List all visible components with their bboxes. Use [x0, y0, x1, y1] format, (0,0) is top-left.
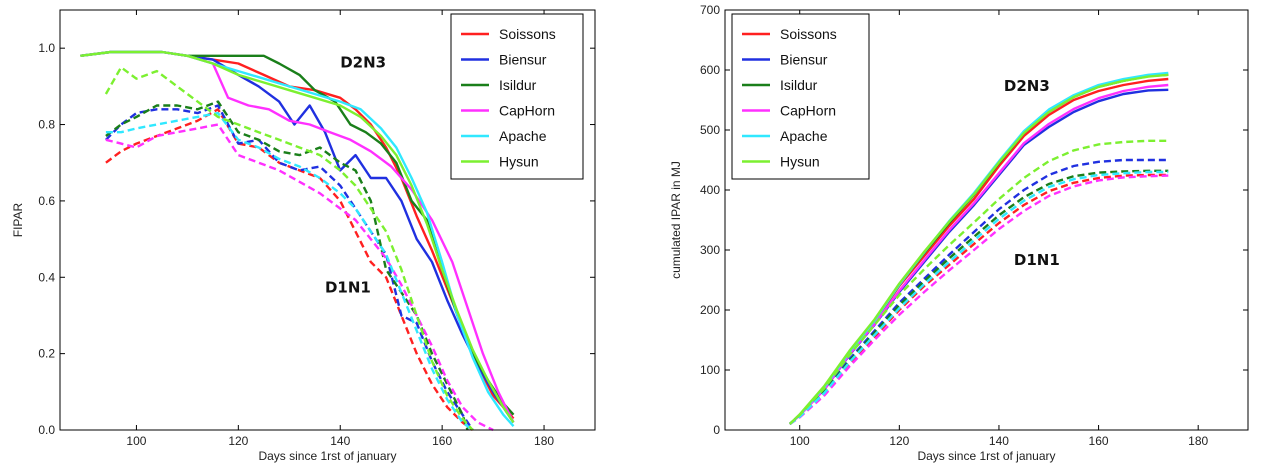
y-tick-label: 700: [700, 3, 720, 17]
legend-box: [450, 13, 584, 180]
legend: Soissons Biensur Isildur CapHorn Apache Hysun: [450, 13, 584, 180]
y-tick-label: 100: [700, 363, 720, 377]
series-line-biensur-d1n1: [105, 104, 474, 431]
legend-box: [731, 13, 870, 180]
y-tick-label: 200: [700, 303, 720, 317]
legend-label-isildur: Isildur: [499, 77, 537, 93]
x-tick-label: 120: [889, 434, 909, 448]
legend-label-caphorn: CapHorn: [780, 103, 836, 119]
y-tick-label: 0.2: [38, 347, 55, 361]
y-tick-label: 400: [700, 183, 720, 197]
x-tick-label: 140: [989, 434, 1009, 448]
series-line-apache-d1n1: [105, 111, 474, 431]
x-axis-label: Days since 1rst of january: [258, 449, 396, 463]
series-line-hysun: [788, 73, 1169, 425]
x-tick-label: 160: [432, 434, 452, 448]
y-tick-label: 1.0: [38, 41, 55, 55]
legend-label-hysun: Hysun: [780, 154, 820, 170]
x-tick-label: 180: [1188, 434, 1208, 448]
series-line-isildur: [80, 50, 515, 416]
y-tick-label: 0.6: [38, 194, 55, 208]
series-line-caphorn-d1n1: [105, 123, 494, 432]
series-line-soissons-d1n1: [789, 173, 1169, 425]
series-line-biensur-d1n1: [789, 158, 1169, 425]
series-line-biensur: [80, 50, 515, 424]
x-tick-label: 100: [126, 434, 146, 448]
y-tick-label: 0.8: [38, 118, 55, 132]
axes-frame: [724, 9, 1249, 431]
series-line-soissons: [80, 50, 515, 420]
chart-panel-2: 100 120 140 160 180 0 100 200 300 400 500 600 700 Day…: [669, 3, 1249, 463]
y-axis-label: FIPAR: [11, 202, 25, 237]
x-tick-label: 100: [790, 434, 810, 448]
chart-panel-1: 100 120 140 160 180 0.0 0.2 0.4 0.6 0.8 1.0 Days si…: [11, 9, 596, 463]
legend: Soissons Biensur Isildur CapHorn Apache Hysun: [731, 13, 870, 180]
legend-label-apache: Apache: [780, 128, 828, 144]
y-tick-label: 0: [713, 423, 720, 437]
annotation-d2n3: D2N3: [340, 53, 386, 71]
annotation-d1n1: D1N1: [325, 279, 371, 297]
series-line-apache-d1n1: [789, 170, 1169, 425]
series-line-isildur-d1n1: [105, 100, 469, 431]
annotation-d2n3: D2N3: [1004, 77, 1050, 95]
series-line-caphorn-d1n1: [789, 174, 1169, 425]
y-tick-label: 500: [700, 123, 720, 137]
x-tick-label: 120: [228, 434, 248, 448]
axes-frame: [59, 9, 596, 431]
legend-label-caphorn: CapHorn: [499, 103, 555, 119]
y-tick-label: 0.0: [38, 423, 55, 437]
x-tick-label: 140: [330, 434, 350, 448]
legend-label-soissons: Soissons: [499, 26, 556, 42]
x-tick-label: 160: [1089, 434, 1109, 448]
legend-label-isildur: Isildur: [780, 77, 818, 93]
annotation-d1n1: D1N1: [1014, 251, 1060, 269]
series-line-caphorn: [80, 50, 515, 423]
series-line-apache: [80, 50, 515, 427]
series-line-soissons-d1n1: [105, 108, 474, 431]
series-line-hysun-d1n1: [104, 66, 474, 431]
series-line-hysun-d1n1: [788, 139, 1169, 425]
legend-label-biensur: Biensur: [780, 52, 828, 68]
x-axis-label: Days since 1rst of january: [917, 449, 1055, 463]
legend-label-hysun: Hysun: [499, 154, 539, 170]
legend-label-soissons: Soissons: [780, 26, 837, 42]
y-tick-label: 300: [700, 243, 720, 257]
y-tick-label: 600: [700, 63, 720, 77]
legend-label-biensur: Biensur: [499, 52, 547, 68]
x-tick-label: 180: [534, 434, 554, 448]
legend-label-apache: Apache: [499, 128, 547, 144]
series-line-hysun: [80, 50, 515, 424]
series-line-isildur-d1n1: [789, 169, 1169, 425]
y-axis-label: cumulated IPAR in MJ: [669, 161, 683, 279]
y-tick-label: 0.4: [38, 270, 55, 284]
